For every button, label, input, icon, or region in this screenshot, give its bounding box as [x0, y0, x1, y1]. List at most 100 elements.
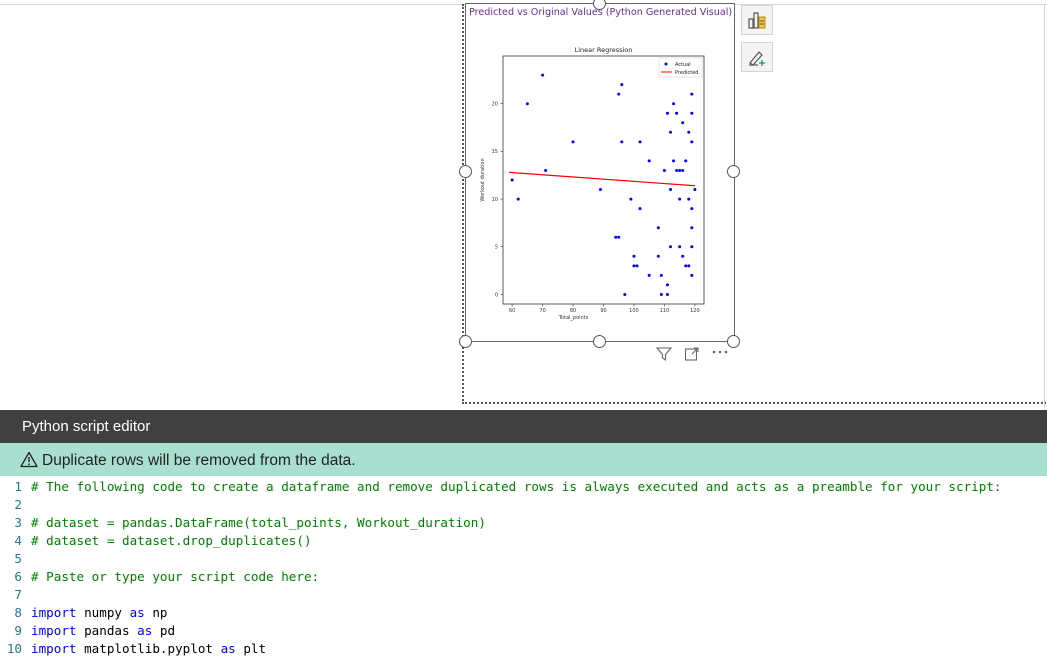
x-axis-label: Total_points — [558, 315, 589, 321]
code-text: pandas — [76, 623, 138, 638]
code-line[interactable]: 2 — [0, 496, 1047, 514]
predicted-line — [509, 171, 695, 187]
x-tick-label: 110 — [660, 308, 670, 314]
actual-point — [656, 254, 660, 258]
actual-point — [632, 254, 636, 258]
warning-icon — [20, 451, 38, 468]
line-number: 5 — [14, 551, 22, 566]
resize-handle-left[interactable] — [459, 165, 472, 178]
filter-icon[interactable] — [655, 346, 673, 366]
line-number: 3 — [14, 515, 22, 530]
actual-point — [681, 168, 685, 172]
build-visual-icon — [748, 12, 766, 29]
build-visual-button[interactable] — [741, 5, 773, 35]
code-line[interactable]: 9 import pandas as pd — [0, 622, 1047, 640]
actual-point — [629, 197, 633, 201]
format-brush-icon — [749, 51, 765, 66]
actual-point — [690, 92, 694, 96]
actual-point — [690, 273, 694, 277]
regression-chart: Linear Regression 60 70 80 90 100 110 120 0 5 10 15… — [480, 46, 705, 321]
actual-point — [687, 197, 691, 201]
code-line[interactable]: 4 # dataset = dataset.drop_duplicates() — [0, 532, 1047, 550]
code-line[interactable]: 8 import numpy as np — [0, 604, 1047, 622]
code-keyword: import — [31, 623, 77, 638]
code-text: matplotlib.pyplot — [76, 641, 221, 656]
code-comment: # The following code to create a datafra… — [31, 479, 1002, 494]
legend-predicted-label: Predicted — [675, 70, 698, 76]
actual-point — [693, 188, 697, 192]
code-keyword: as — [220, 641, 236, 656]
line-number: 1 — [14, 479, 22, 494]
code-comment: # dataset = pandas.DataFrame(total_point… — [31, 515, 486, 530]
actual-point — [662, 168, 666, 172]
more-options-icon[interactable] — [711, 343, 729, 363]
script-editor[interactable]: 1 # The following code to create a datafr… — [0, 478, 1047, 658]
code-keyword: as — [129, 605, 145, 620]
actual-point — [672, 159, 676, 163]
actual-point — [684, 264, 688, 268]
actual-point — [681, 121, 685, 125]
code-text: numpy — [76, 605, 130, 620]
actual-point — [638, 140, 642, 144]
actual-point — [617, 235, 621, 239]
actual-point — [687, 264, 691, 268]
actual-point — [669, 130, 672, 134]
actual-point — [620, 83, 624, 87]
code-comment: # dataset = dataset.drop_duplicates() — [31, 533, 312, 548]
y-tick-label: 10 — [492, 197, 498, 203]
x-tick-label: 80 — [570, 308, 576, 314]
y-tick-label: 0 — [495, 292, 498, 298]
legend-actual-marker — [664, 62, 668, 66]
code-line[interactable]: 6 # Paste or type your script code here: — [0, 568, 1047, 586]
actual-point — [656, 226, 660, 230]
actual-point — [647, 159, 651, 163]
actual-point — [690, 226, 694, 230]
code-line[interactable]: 5 — [0, 550, 1047, 568]
resize-handle-bottom[interactable] — [593, 335, 606, 348]
format-visual-button[interactable] — [741, 42, 773, 72]
actual-point — [681, 254, 685, 258]
actual-point — [571, 140, 575, 144]
actual-point — [665, 292, 669, 296]
chart-title: Linear Regression — [575, 46, 633, 54]
y-tick-label: 5 — [495, 245, 498, 251]
focus-mode-icon[interactable] — [684, 346, 700, 366]
y-tick-label: 15 — [492, 149, 498, 155]
actual-point — [544, 168, 548, 172]
code-line[interactable]: 7 — [0, 586, 1047, 604]
code-line[interactable]: 3 # dataset = pandas.DataFrame(total_poin… — [0, 514, 1047, 532]
actual-point — [672, 102, 676, 106]
actual-point — [687, 130, 691, 134]
actual-point — [647, 273, 651, 277]
resize-handle-bottom-right[interactable] — [727, 335, 740, 348]
code-text: plt — [235, 641, 267, 656]
actual-point — [614, 235, 618, 239]
actual-point — [659, 292, 663, 296]
actual-point — [690, 111, 694, 115]
actual-point — [632, 264, 636, 268]
x-tick-label: 60 — [509, 308, 515, 314]
resize-handle-top[interactable] — [593, 0, 606, 10]
actual-point — [678, 168, 682, 172]
actual-point — [690, 207, 694, 211]
resize-handle-bottom-left[interactable] — [459, 335, 472, 348]
code-keyword: import — [31, 605, 77, 620]
page-boundary — [462, 4, 1046, 404]
actual-point — [638, 207, 642, 211]
line-number: 10 — [6, 641, 22, 656]
code-keyword: as — [137, 623, 153, 638]
actual-point — [690, 140, 694, 144]
actual-point — [665, 283, 669, 287]
actual-point — [665, 111, 669, 115]
y-axis-label: Workout duration — [480, 158, 486, 201]
plot-area — [502, 55, 705, 305]
line-number: 2 — [14, 497, 22, 512]
actual-point — [669, 188, 672, 192]
line-number: 8 — [14, 605, 22, 620]
canvas-right-edge — [1044, 4, 1045, 409]
x-tick-label: 90 — [600, 308, 606, 314]
resize-handle-right[interactable] — [727, 165, 740, 178]
x-tick-label: 70 — [539, 308, 545, 314]
code-line[interactable]: 1 # The following code to create a datafr… — [0, 478, 1047, 496]
code-line[interactable]: 10 import matplotlib.pyplot as plt — [0, 640, 1047, 658]
